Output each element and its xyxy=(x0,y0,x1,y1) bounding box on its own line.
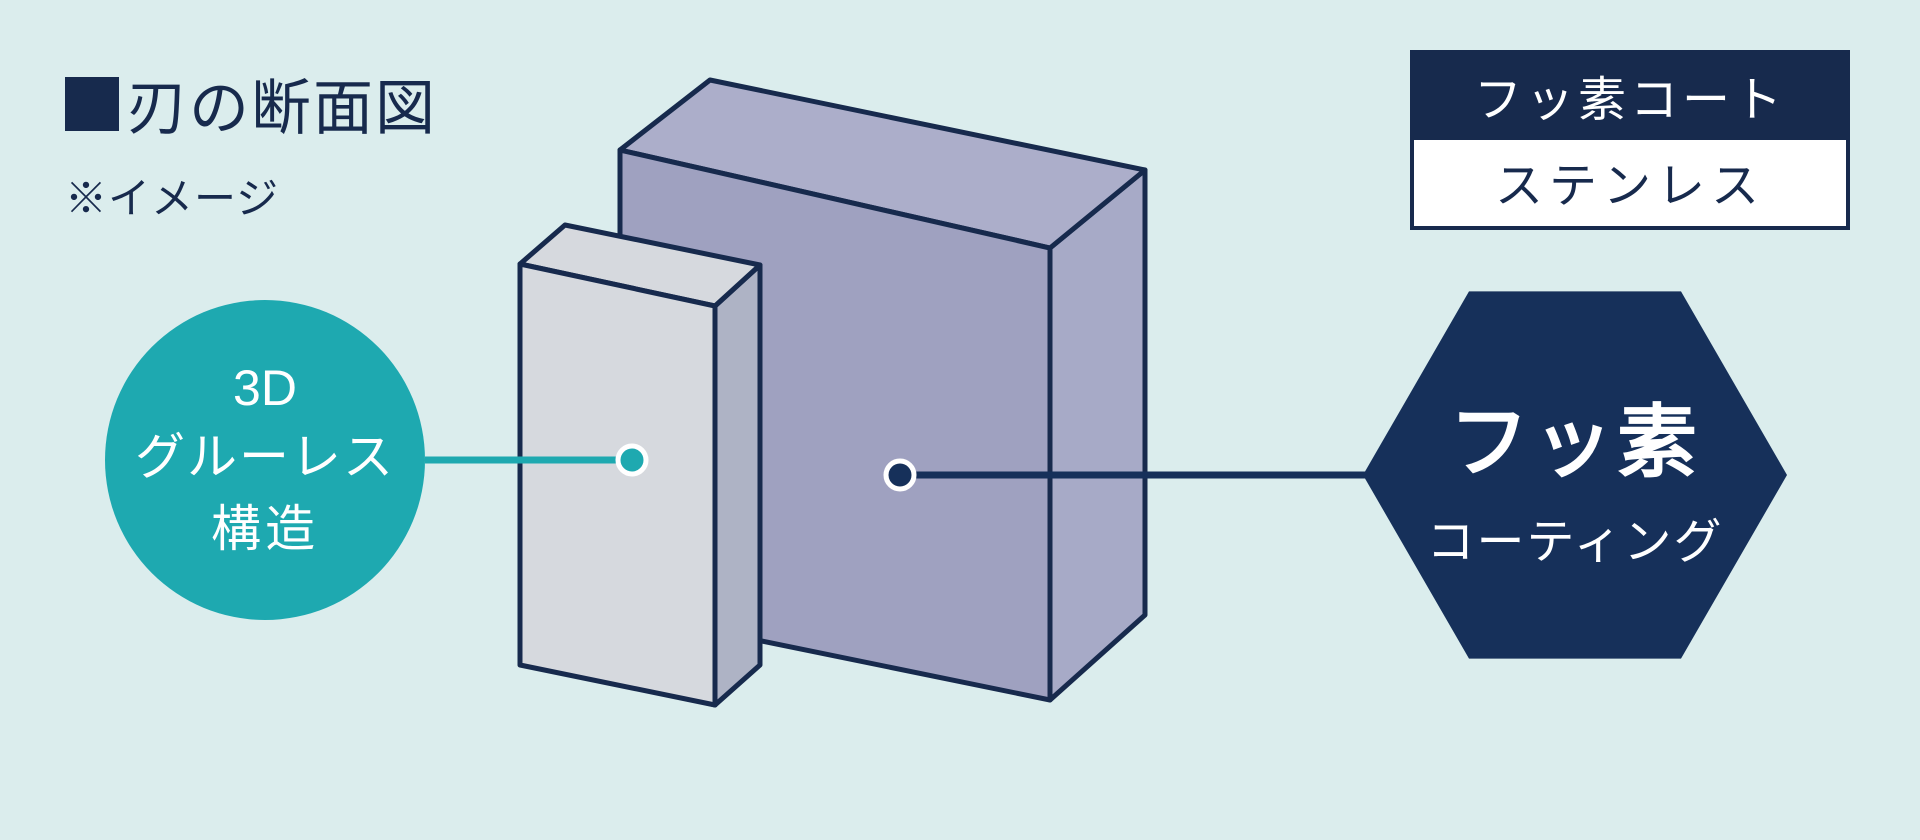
circle-line1: 3D xyxy=(233,359,297,417)
circle-line3: 構造 xyxy=(211,489,319,561)
hex-text: フッ素 コーティング xyxy=(1360,260,1790,690)
callout-3d-glueless: 3D グルーレス 構造 xyxy=(105,300,425,620)
hex-line2: コーティング xyxy=(1426,502,1723,572)
callout-fluorine-coating: フッ素 コーティング xyxy=(1360,260,1790,690)
hex-line1: フッ素 xyxy=(1449,378,1701,494)
circle-line2: グルーレス xyxy=(135,417,395,489)
